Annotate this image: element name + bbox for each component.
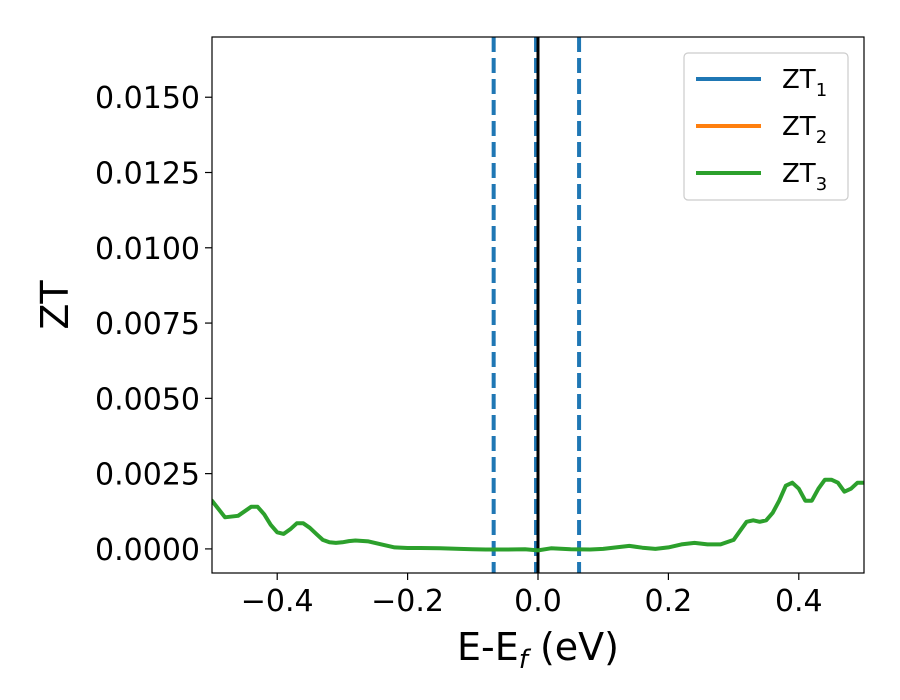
x-axis-label-unit: (eV) <box>528 625 619 669</box>
legend-label-3: ZT3 <box>782 159 827 195</box>
y-tick-label: 0.0125 <box>95 157 200 192</box>
y-tick-label: 0.0150 <box>95 81 200 116</box>
y-tick-label: 0.0050 <box>95 382 200 417</box>
x-axis-ticks: −0.4 −0.2 0.0 0.2 0.4 <box>241 573 823 619</box>
y-tick-label: 0.0075 <box>95 307 200 342</box>
y-tick-label: 0.0025 <box>95 458 200 493</box>
x-tick-label: −0.2 <box>371 584 444 619</box>
plot-area <box>212 37 864 573</box>
x-tick-label: 0.2 <box>645 584 693 619</box>
x-tick-label: 0.0 <box>514 584 562 619</box>
x-tick-label: −0.4 <box>241 584 314 619</box>
legend: ZT1 ZT2 ZT3 <box>683 52 849 201</box>
plot-frame <box>211 36 865 574</box>
y-tick-label: 0.0100 <box>95 232 200 267</box>
legend-box <box>683 52 849 201</box>
legend-label-2: ZT2 <box>782 112 827 148</box>
y-tick-label: 0.0000 <box>95 533 200 568</box>
y-axis-ticks: 0.0000 0.0025 0.0050 0.0075 0.0100 0.0125 0.01… <box>95 81 212 568</box>
x-tick-label: 0.4 <box>775 584 823 619</box>
x-axis-label-main: E-E <box>457 625 519 669</box>
legend-label-1: ZT1 <box>782 65 827 101</box>
x-axis-label: E-Ef (eV) <box>457 625 619 675</box>
y-axis-label: ZT <box>33 280 77 330</box>
series-line-3 <box>212 477 864 553</box>
